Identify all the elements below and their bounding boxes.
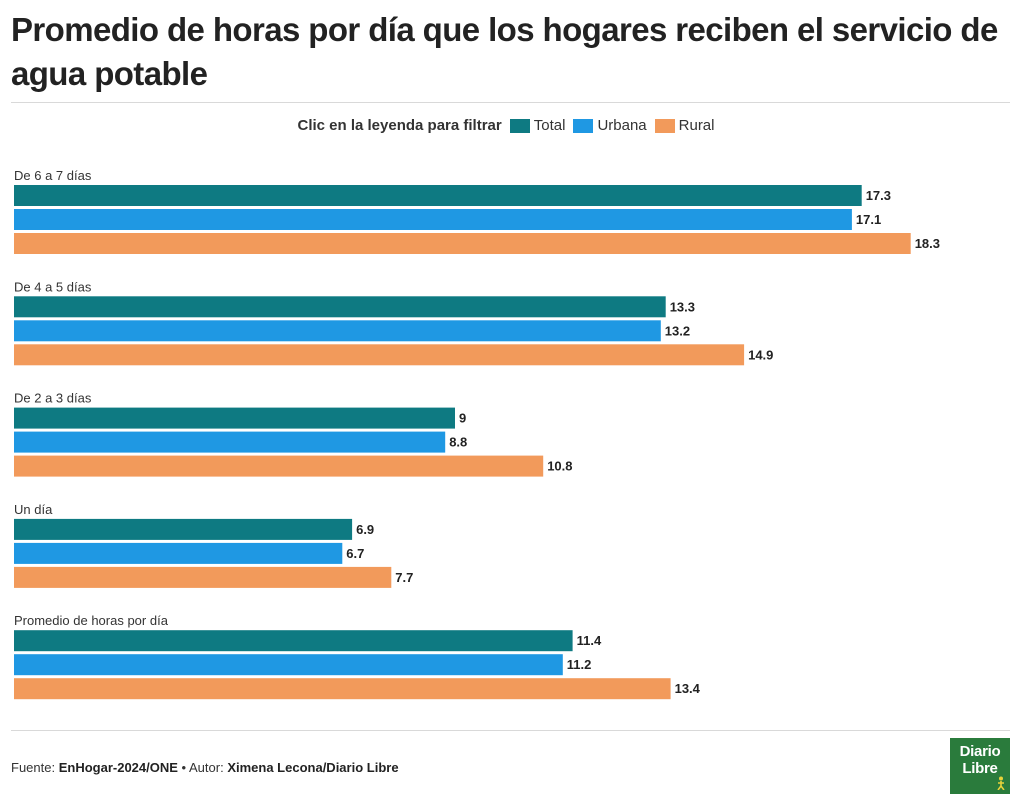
source-label: Fuente: [11,760,56,775]
data-label-urbana-de-4-a-5-dias: 13.2 [665,323,690,338]
legend-label-rural: Rural [678,117,715,134]
data-label-total-de-6-a-7-dias: 17.3 [866,188,891,203]
bar-total-de-4-a-5-dias[interactable] [14,296,666,318]
data-label-rural-un-dia: 7.7 [395,570,413,585]
data-label-urbana-de-6-a-7-dias: 17.1 [856,212,881,227]
bar-total-un-dia[interactable] [14,518,353,540]
data-label-urbana-de-2-a-3-dias: 8.8 [449,435,467,450]
logo-line-1: Diario [959,743,1001,760]
category-label-de-2-a-3-dias: De 2 a 3 días [14,391,92,406]
author-label: Autor: [189,760,224,775]
legend: Clic en la leyenda para filtrar Total Ur… [0,117,1020,134]
data-label-rural-de-2-a-3-dias: 10.8 [547,459,572,474]
bar-urbana-de-4-a-5-dias[interactable] [14,320,661,342]
bar-rural-de-4-a-5-dias[interactable] [14,344,745,366]
author-value: Ximena Lecona/Diario Libre [227,760,399,775]
category-label-un-dia: Un día [14,502,53,517]
data-label-total-promedio-de-horas-por-dia: 11.4 [577,633,602,648]
data-label-total-de-4-a-5-dias: 13.3 [670,299,695,314]
bar-urbana-un-dia[interactable] [14,542,343,564]
bar-rural-un-dia[interactable] [14,566,392,588]
bar-urbana-de-2-a-3-dias[interactable] [14,431,446,453]
bar-urbana-promedio-de-horas-por-dia[interactable] [14,654,563,676]
legend-swatch-total [509,118,530,133]
legend-title: Clic en la leyenda para filtrar [297,117,502,134]
bar-rural-promedio-de-horas-por-dia[interactable] [14,678,671,700]
footer-separator: • [181,760,187,775]
data-label-urbana-un-dia: 6.7 [346,546,364,561]
data-label-urbana-promedio-de-horas-por-dia: 11.2 [567,657,592,672]
category-label-de-4-a-5-dias: De 4 a 5 días [14,279,92,294]
data-label-rural-de-6-a-7-dias: 18.3 [915,236,940,251]
diario-libre-logo: Diario Libre [950,738,1010,794]
bar-rural-de-6-a-7-dias[interactable] [14,233,911,254]
bar-total-de-6-a-7-dias[interactable] [14,185,862,206]
data-label-total-un-dia: 6.9 [356,522,374,537]
data-label-rural-de-4-a-5-dias: 14.9 [748,347,773,362]
bar-rural-de-2-a-3-dias[interactable] [14,455,544,477]
category-label-promedio-de-horas-por-dia: Promedio de horas por día [14,613,169,628]
footer-divider [11,730,1010,731]
legend-label-total: Total [533,117,566,134]
legend-item-urbana[interactable]: Urbana [573,117,647,134]
chart-title: Promedio de horas por día que los hogare… [11,11,998,92]
title-divider [11,102,1010,103]
legend-item-rural[interactable]: Rural [654,117,715,134]
legend-label-urbana: Urbana [597,117,647,134]
legend-swatch-urbana [573,118,594,133]
bar-urbana-de-6-a-7-dias[interactable] [14,209,852,230]
bar-total-promedio-de-horas-por-dia[interactable] [14,630,573,652]
legend-item-total[interactable]: Total [509,117,566,134]
logo-figure-icon [997,776,1005,790]
category-label-de-6-a-7-dias: De 6 a 7 días [14,168,92,183]
legend-swatch-rural [654,118,675,133]
source-value: EnHogar-2024/ONE [58,760,178,775]
footer: Fuente: EnHogar-2024/ONE • Autor: Ximena… [11,760,399,775]
data-label-total-de-2-a-3-dias: 9 [459,411,466,426]
bar-total-de-2-a-3-dias[interactable] [14,407,455,429]
logo-line-2: Libre [962,760,998,777]
data-label-rural-promedio-de-horas-por-dia: 13.4 [675,681,701,696]
